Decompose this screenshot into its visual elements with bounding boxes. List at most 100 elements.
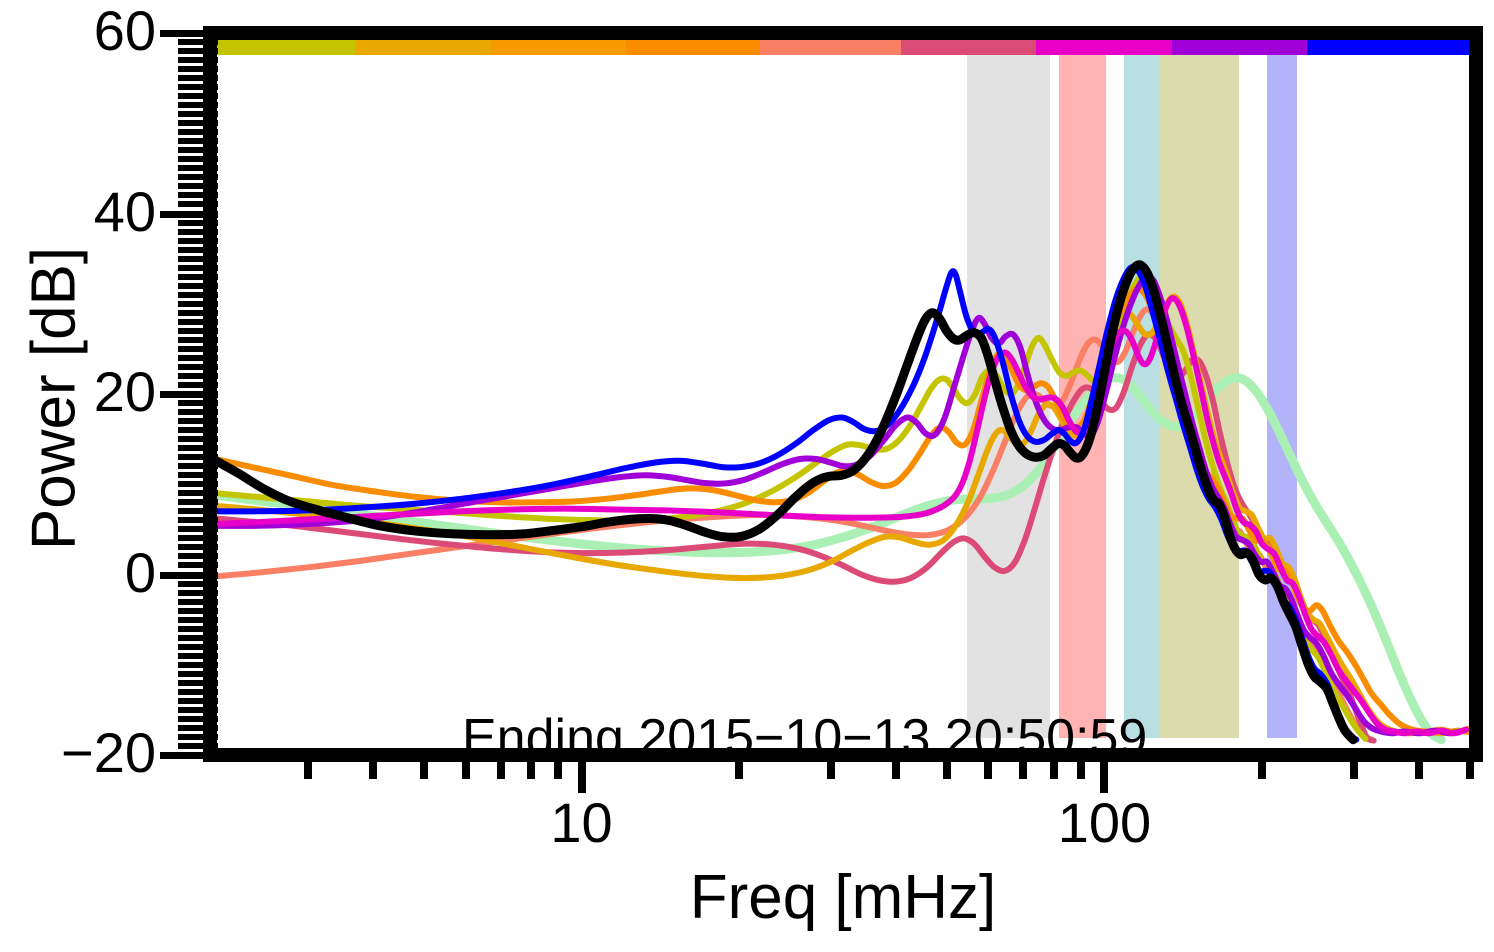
y-tick-major bbox=[160, 571, 218, 579]
y-tick-minor bbox=[178, 490, 218, 497]
colorbar-seg-3 bbox=[490, 40, 627, 55]
y-tick-minor bbox=[178, 463, 218, 470]
colorbar-seg-6 bbox=[900, 40, 1037, 55]
x-axis-title: Freq [mHz] bbox=[689, 863, 997, 932]
x-tick-minor bbox=[827, 755, 836, 779]
axis-frame-right bbox=[1469, 26, 1483, 762]
axis-frame-top bbox=[203, 26, 1483, 40]
y-tick-minor bbox=[178, 102, 218, 109]
y-tick-minor bbox=[178, 327, 218, 334]
y-tick-minor bbox=[178, 697, 218, 704]
x-tick-major bbox=[577, 755, 586, 793]
y-tick-minor bbox=[178, 111, 218, 118]
y-tick-minor bbox=[178, 255, 218, 262]
y-tick-minor bbox=[178, 715, 218, 722]
y-tick-minor bbox=[178, 625, 218, 632]
plot-area: Ending 2015−10−13 20:50:59 bbox=[216, 33, 1470, 755]
x-tick-minor bbox=[304, 755, 313, 779]
x-tick-minor bbox=[1076, 755, 1085, 779]
y-tick-minor bbox=[178, 174, 218, 181]
series-orange-bright bbox=[216, 285, 1470, 736]
y-tick-minor bbox=[178, 183, 218, 190]
y-tick-minor bbox=[178, 679, 218, 686]
colorbar-seg-7 bbox=[1036, 40, 1172, 55]
series-lightgreen bbox=[216, 373, 1446, 745]
y-tick-minor bbox=[178, 580, 218, 587]
colorbar-seg-1 bbox=[216, 40, 356, 55]
y-tick-minor bbox=[178, 742, 218, 749]
y-tick-minor bbox=[178, 129, 218, 136]
y-tick-minor bbox=[178, 219, 218, 226]
y-tick-minor bbox=[178, 354, 218, 361]
y-tick-minor bbox=[178, 616, 218, 623]
y-tick-minor bbox=[178, 75, 218, 82]
y-tick-minor bbox=[178, 589, 218, 596]
y-axis-title: Power [dB] bbox=[19, 246, 89, 551]
y-tick-minor bbox=[178, 264, 218, 271]
y-tick-minor bbox=[178, 427, 218, 434]
y-tick-minor bbox=[178, 661, 218, 668]
y-tick-minor bbox=[178, 652, 218, 659]
y-tick-minor bbox=[178, 481, 218, 488]
x-tick-minor bbox=[1349, 755, 1358, 779]
y-tick-minor bbox=[178, 445, 218, 452]
x-tick-minor bbox=[1415, 755, 1424, 779]
y-tick-minor bbox=[178, 436, 218, 443]
y-tick-minor bbox=[178, 345, 218, 352]
y-tick-minor bbox=[178, 517, 218, 524]
colorbar-seg-2 bbox=[355, 40, 491, 55]
y-tick-minor bbox=[178, 508, 218, 515]
y-tick-minor bbox=[178, 372, 218, 379]
y-tick-minor bbox=[178, 300, 218, 307]
y-tick-label: −20 bbox=[61, 721, 156, 784]
y-tick-minor bbox=[178, 57, 218, 64]
x-tick-major bbox=[1100, 755, 1109, 793]
y-tick-minor bbox=[178, 562, 218, 569]
y-tick-minor bbox=[178, 165, 218, 172]
y-tick-minor bbox=[178, 733, 218, 740]
y-tick-minor bbox=[178, 418, 218, 425]
y-tick-minor bbox=[178, 282, 218, 289]
y-tick-minor bbox=[178, 48, 218, 55]
x-tick-label: 100 bbox=[1057, 791, 1152, 854]
y-tick-minor bbox=[178, 381, 218, 388]
y-tick-minor bbox=[178, 291, 218, 298]
y-tick-minor bbox=[178, 526, 218, 533]
y-tick-minor bbox=[178, 400, 218, 407]
y-tick-minor bbox=[178, 309, 218, 316]
y-tick-minor bbox=[178, 363, 218, 370]
spectral-curves-group bbox=[216, 260, 1470, 745]
x-tick-minor bbox=[553, 755, 562, 779]
x-tick-minor bbox=[461, 755, 470, 779]
axis-frame-bottom bbox=[203, 748, 1483, 762]
colorbar-seg-9 bbox=[1306, 40, 1470, 55]
y-tick-minor bbox=[178, 598, 218, 605]
ending-timestamp-annotation: Ending 2015−10−13 20:50:59 bbox=[462, 709, 1148, 755]
x-tick-minor bbox=[1019, 755, 1028, 779]
x-tick-minor bbox=[1257, 755, 1266, 779]
y-tick-minor bbox=[178, 228, 218, 235]
y-tick-minor bbox=[178, 273, 218, 280]
y-tick-minor bbox=[178, 237, 218, 244]
y-tick-minor bbox=[178, 156, 218, 163]
y-tick-label: 40 bbox=[93, 179, 156, 243]
y-tick-minor bbox=[178, 688, 218, 695]
x-tick-minor bbox=[526, 755, 535, 779]
x-tick-minor bbox=[1466, 755, 1474, 779]
y-tick-label: 60 bbox=[93, 0, 156, 62]
y-tick-minor bbox=[178, 535, 218, 542]
y-tick-minor bbox=[178, 670, 218, 677]
y-tick-label: 20 bbox=[93, 360, 156, 423]
y-tick-major bbox=[160, 210, 218, 218]
x-tick-minor bbox=[369, 755, 378, 779]
y-tick-minor bbox=[178, 120, 218, 127]
y-tick-minor bbox=[178, 84, 218, 91]
x-tick-minor bbox=[734, 755, 743, 779]
y-tick-minor bbox=[178, 634, 218, 641]
x-tick-minor bbox=[496, 755, 505, 779]
y-tick-minor bbox=[178, 724, 218, 731]
y-tick-minor bbox=[178, 318, 218, 325]
y-tick-minor bbox=[178, 472, 218, 479]
y-tick-label: 0 bbox=[124, 540, 156, 604]
